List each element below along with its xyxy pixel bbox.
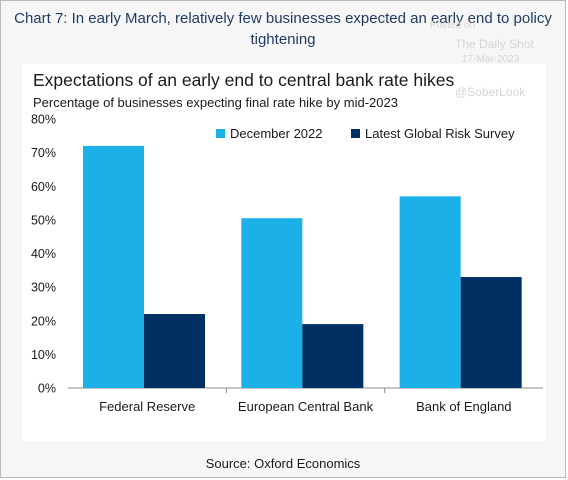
watermark-name: The Daily Shot — [455, 37, 534, 51]
y-tick-label: 20% — [31, 314, 56, 328]
y-tick-label: 10% — [31, 348, 56, 362]
bar-december-2022 — [83, 145, 144, 388]
outer-title-line1: Chart 7: In early March, relatively few … — [14, 10, 552, 27]
watermark-handle: @SoberLook — [455, 85, 526, 99]
bar-december-2022 — [241, 218, 303, 388]
legend-swatch — [351, 129, 360, 138]
x-tick-label: European Central Bank — [238, 399, 374, 414]
legend-label: December 2022 — [230, 126, 323, 141]
chart-title: Expectations of an early end to central … — [33, 70, 455, 90]
x-tick-label: Bank of England — [416, 399, 511, 414]
y-tick-label: 40% — [31, 247, 56, 261]
y-tick-label: 80% — [31, 113, 56, 127]
bar-latest-survey — [302, 324, 364, 388]
y-tick-label: 30% — [31, 281, 56, 295]
bar-latest-survey — [460, 277, 522, 388]
y-tick-label: 0% — [38, 382, 56, 396]
legend-swatch — [216, 129, 225, 138]
chart-subtitle: Percentage of businesses expecting final… — [33, 95, 398, 110]
watermark-date: 17-Mar-2023 — [462, 54, 520, 65]
source-note: Source: Oxford Economics — [205, 456, 361, 471]
watermark-posted: Posted on — [430, 20, 476, 31]
legend-label: Latest Global Risk Survey — [365, 126, 515, 141]
y-tick-label: 50% — [31, 213, 56, 227]
bar-latest-survey — [144, 314, 205, 388]
outer-title-line2: tightening — [250, 31, 316, 48]
bar-december-2022 — [399, 196, 461, 388]
y-tick-label: 60% — [31, 180, 56, 194]
y-tick-label: 70% — [31, 146, 56, 160]
outer-title: Chart 7: In early March, relatively few … — [0, 8, 566, 50]
x-tick-label: Federal Reserve — [99, 399, 195, 414]
